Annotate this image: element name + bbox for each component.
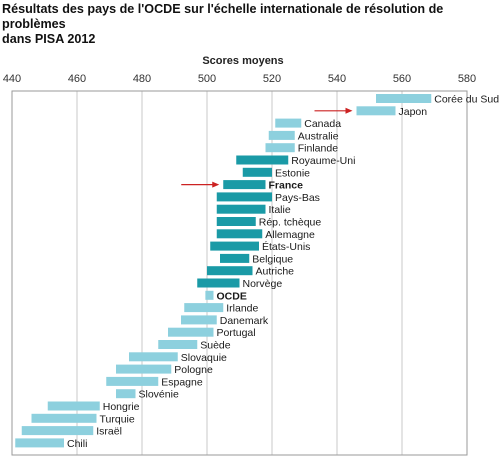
x-tick-label: 560 bbox=[393, 73, 411, 85]
country-bar bbox=[207, 266, 253, 276]
chart-title-line-1: Résultats des pays de l'OCDE sur l'échel… bbox=[2, 2, 444, 31]
country-label: Estonie bbox=[275, 167, 310, 179]
country-bar bbox=[216, 229, 263, 239]
red-arrow-head bbox=[345, 107, 353, 114]
country-label: OCDE bbox=[217, 290, 247, 302]
country-label: Suède bbox=[200, 340, 231, 352]
x-axis-ticks: 440 460 480 500 520 540 560 580 bbox=[3, 73, 476, 85]
country-label: Finlande bbox=[298, 143, 338, 155]
country-bar bbox=[242, 167, 272, 177]
country-labels: Corée du Sud Japon CanadaAustralieFinlande… bbox=[67, 94, 499, 450]
country-label: France bbox=[269, 180, 304, 192]
country-label: Slovénie bbox=[139, 389, 179, 401]
red-arrow-head bbox=[212, 181, 220, 188]
country-label: Slovaquie bbox=[181, 352, 227, 364]
country-bar bbox=[47, 401, 100, 411]
country-label: Danemark bbox=[220, 315, 269, 327]
x-tick-label: 540 bbox=[328, 73, 346, 85]
x-tick-label: 440 bbox=[3, 73, 21, 85]
country-label: Irlande bbox=[226, 303, 258, 315]
x-tick-label: 500 bbox=[198, 73, 216, 85]
country-label: Allemagne bbox=[265, 229, 315, 241]
country-bar bbox=[197, 278, 240, 288]
country-bar bbox=[216, 192, 272, 202]
country-label: Canada bbox=[304, 118, 341, 130]
x-axis-title: Scores moyens bbox=[202, 55, 283, 67]
plot-area bbox=[11, 90, 468, 456]
country-label: Pologne bbox=[174, 364, 213, 376]
country-label: Rép. tchèque bbox=[259, 217, 322, 229]
country-bar bbox=[223, 180, 266, 190]
country-label: Hongrie bbox=[103, 401, 140, 413]
country-bar bbox=[184, 303, 224, 313]
country-bar bbox=[216, 217, 256, 226]
country-bar bbox=[220, 253, 250, 263]
country-label: Israël bbox=[96, 426, 122, 438]
country-bar bbox=[116, 389, 136, 399]
country-bar bbox=[31, 413, 97, 423]
country-bar bbox=[106, 376, 159, 386]
country-bar bbox=[236, 155, 289, 165]
country-label: États-Unis bbox=[262, 240, 310, 253]
bars bbox=[15, 94, 432, 448]
country-label: Norvège bbox=[243, 278, 283, 290]
country-bar bbox=[210, 241, 259, 251]
country-label: Australie bbox=[298, 130, 339, 142]
country-bar bbox=[168, 327, 214, 337]
country-bar bbox=[265, 143, 295, 153]
country-label: Autriche bbox=[256, 266, 295, 278]
country-bar bbox=[21, 426, 94, 436]
country-bar bbox=[275, 118, 302, 128]
country-label: Turquie bbox=[100, 413, 135, 425]
x-tick-label: 520 bbox=[263, 73, 281, 85]
country-label: Belgique bbox=[252, 253, 293, 265]
x-tick-label: 580 bbox=[458, 73, 476, 85]
arrows bbox=[181, 107, 353, 188]
country-label: Royaume-Uni bbox=[291, 155, 355, 167]
country-bar bbox=[181, 315, 217, 325]
country-bar bbox=[116, 364, 172, 374]
chart-title: Résultats des pays de l'OCDE sur l'échel… bbox=[2, 2, 497, 47]
country-bar bbox=[376, 94, 432, 103]
chart-title-line-2: dans PISA 2012 bbox=[2, 32, 96, 46]
x-tick-label: 460 bbox=[68, 73, 86, 85]
country-bar bbox=[216, 204, 266, 214]
country-bar bbox=[356, 106, 396, 116]
country-label: Espagne bbox=[161, 376, 203, 388]
gridlines bbox=[76, 91, 403, 455]
country-bar bbox=[129, 352, 178, 362]
country-bar bbox=[268, 130, 295, 140]
country-label: Japon bbox=[399, 106, 428, 118]
x-tick-label: 480 bbox=[133, 73, 151, 85]
country-bar bbox=[158, 340, 198, 349]
country-label: Italie bbox=[269, 204, 291, 216]
country-label: Pays-Bas bbox=[275, 192, 320, 204]
country-label: Portugal bbox=[217, 327, 256, 339]
country-label: Corée du Sud bbox=[434, 94, 499, 106]
country-bar bbox=[15, 438, 64, 448]
country-bar bbox=[205, 290, 214, 300]
country-label: Chili bbox=[67, 438, 87, 450]
